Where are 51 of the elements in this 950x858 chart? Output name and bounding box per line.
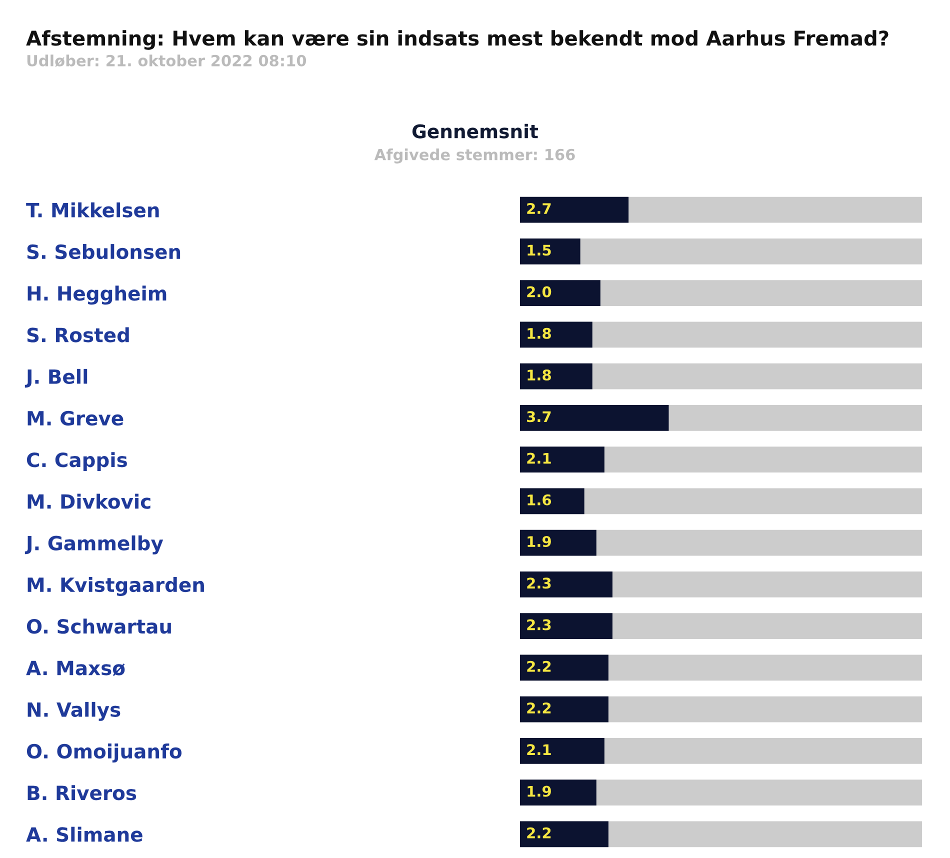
y-tick-label: M. Greve — [28, 410, 124, 426]
data-label: 2.2 — [527, 660, 551, 672]
bar — [520, 446, 604, 472]
data-label: 1.8 — [528, 328, 551, 339]
bar — [520, 613, 612, 639]
chart-title: Afstemning: Hvem kan være sin indsats mest bekendt mod Aarhus Fremad? — [26, 30, 888, 50]
data-label: 2.1 — [527, 744, 551, 755]
bar — [520, 572, 612, 598]
bar — [520, 530, 596, 556]
data-label: 2.7 — [527, 203, 551, 214]
bar — [520, 280, 600, 306]
y-tick-label: S. Sebulonsen — [27, 244, 180, 260]
data-label: 1.9 — [528, 536, 551, 548]
bar — [520, 322, 592, 348]
bar — [520, 780, 596, 806]
data-label: 1.5 — [528, 244, 551, 256]
y-tick-label: T. Mikkelsen — [26, 202, 159, 218]
y-tick-label: M. Divkovic — [28, 494, 150, 509]
text: Udløber: 21. oktober 2022 08:10 — [27, 54, 306, 67]
data-label: 2.3 — [527, 578, 551, 589]
y-tick-label: H. Heggheim — [28, 286, 166, 305]
bar — [520, 196, 629, 223]
y-tick-label: M. Kvistgaarden — [28, 577, 204, 596]
bar — [520, 363, 592, 390]
bar — [520, 488, 584, 514]
y-tick-label: N. Vallys — [28, 702, 120, 721]
y-tick-label: C. Cappis — [26, 452, 127, 471]
y-tick-label: J. Bell — [24, 368, 88, 388]
bar — [520, 654, 608, 681]
y-tick-label: B. Riveros — [28, 785, 136, 800]
y-tick-label: O. Schwartau — [26, 618, 171, 634]
data-label: 2.2 — [527, 702, 551, 714]
data-label: 2.1 — [527, 452, 551, 464]
data-label: 2.0 — [527, 286, 552, 298]
y-tick-label: J. Gammelby — [24, 535, 164, 554]
data-label: 2.2 — [527, 827, 551, 838]
data-label: 1.8 — [528, 370, 551, 381]
bar — [520, 696, 608, 722]
text: Afgivede stemmer: 166 — [374, 148, 575, 164]
y-tick-label: A. Maxsø — [26, 660, 125, 676]
bar — [520, 738, 604, 764]
y-tick-label: S. Rosted — [27, 327, 129, 342]
text: Gennemsnit — [412, 124, 538, 138]
bar — [520, 238, 580, 264]
y-tick-label: O. Omoijuanfo — [26, 744, 182, 763]
bar — [520, 821, 608, 848]
data-label: 1.9 — [528, 786, 551, 797]
data-label: 2.3 — [527, 619, 551, 630]
y-tick-label: A. Slimane — [26, 826, 142, 842]
data-label: 3.7 — [527, 411, 551, 422]
data-label: 1.6 — [528, 494, 552, 506]
